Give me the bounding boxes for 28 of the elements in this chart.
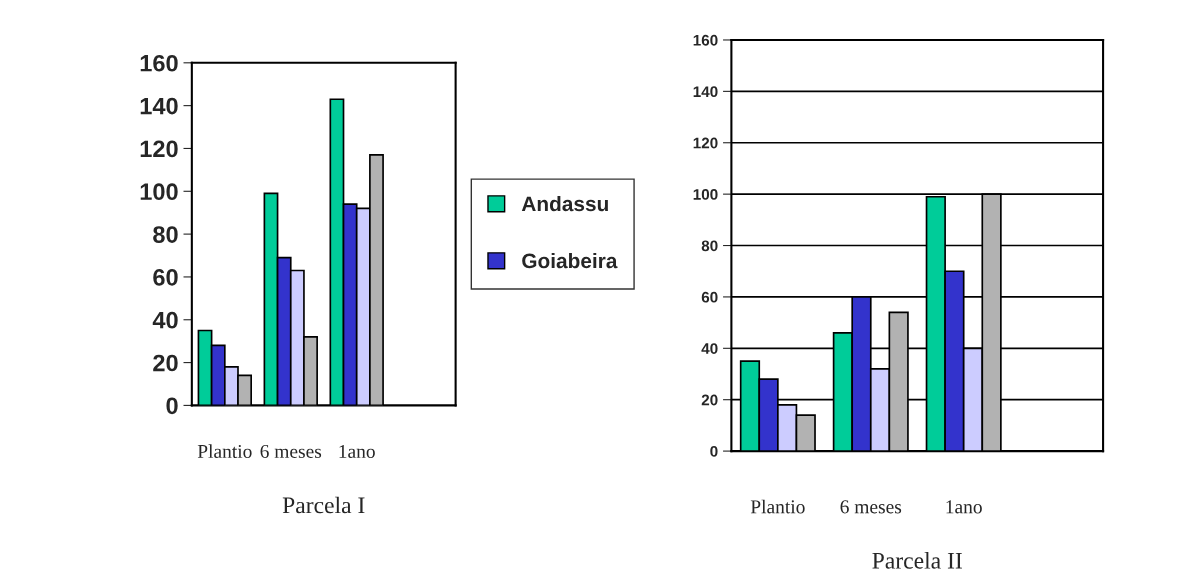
y-tick-label: 20 <box>701 394 718 406</box>
y-tick-label: 0 <box>710 445 718 457</box>
y-tick-label: 140 <box>693 86 718 98</box>
y-tick-label: 20 <box>153 354 178 372</box>
legend-label: Goiabeira <box>522 252 618 269</box>
y-tick-label: 60 <box>701 291 718 303</box>
x-axis-title: Parcela II <box>872 552 962 569</box>
x-tick-label: 1ano <box>339 444 375 458</box>
y-tick-label: 40 <box>152 311 178 329</box>
y-tick-label: 100 <box>693 189 718 200</box>
y-tick-label: 80 <box>153 226 178 243</box>
x-tick-label: 1ano <box>946 500 982 514</box>
y-tick-label: 80 <box>701 240 718 252</box>
x-tick-label: 6 meses <box>260 444 322 458</box>
x-axis-title: Parcela I <box>282 496 365 514</box>
x-tick-label: Plantio <box>197 444 252 458</box>
y-tick-label: 0 <box>166 397 178 415</box>
y-tick-label: 120 <box>140 140 178 158</box>
y-tick-label: 40 <box>701 343 718 354</box>
legend-label: Andassu <box>521 195 608 212</box>
y-tick-label: 160 <box>140 54 178 72</box>
y-tick-label: 160 <box>693 34 718 46</box>
y-tick-label: 60 <box>153 269 178 286</box>
y-tick-label: 120 <box>693 137 718 149</box>
x-tick-label: 6 meses <box>840 500 902 514</box>
y-tick-label: 100 <box>140 183 178 201</box>
x-tick-label: Plantio <box>750 499 805 514</box>
y-tick-label: 140 <box>140 97 178 115</box>
